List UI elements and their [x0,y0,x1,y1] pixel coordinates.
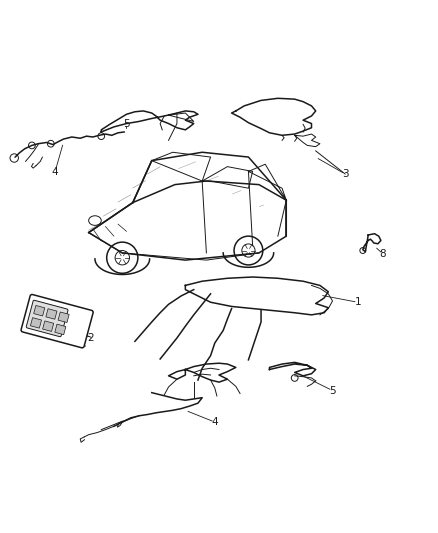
Text: 2: 2 [88,333,94,343]
FancyBboxPatch shape [58,312,69,322]
Text: 1: 1 [354,297,361,307]
Text: 4: 4 [212,417,218,427]
FancyBboxPatch shape [21,294,93,348]
Text: 3: 3 [342,169,349,179]
Text: 4: 4 [52,167,58,177]
FancyBboxPatch shape [55,324,66,335]
FancyBboxPatch shape [26,300,68,337]
Text: 5: 5 [123,118,130,128]
Text: 8: 8 [380,249,386,259]
FancyBboxPatch shape [34,305,45,316]
Text: 5: 5 [329,385,336,395]
FancyBboxPatch shape [46,309,57,319]
FancyBboxPatch shape [30,318,42,328]
FancyBboxPatch shape [42,321,54,332]
